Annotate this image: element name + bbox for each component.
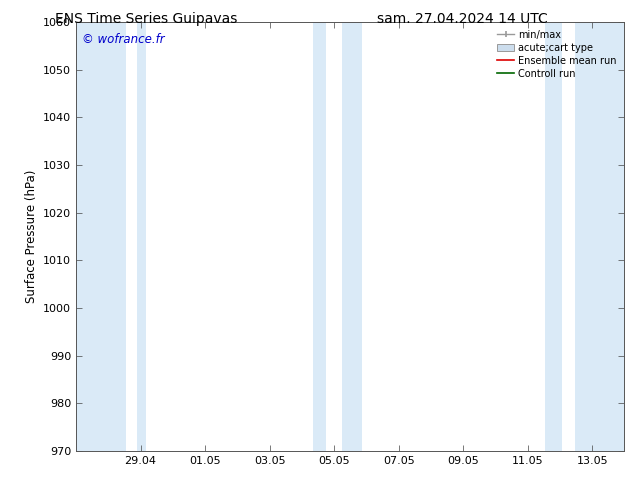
Bar (545, 22, 562, 451)
Text: ENS Time Series Guipavas: ENS Time Series Guipavas (55, 12, 237, 26)
Bar (137, 22, 146, 451)
Bar (342, 22, 361, 451)
Y-axis label: Surface Pressure (hPa): Surface Pressure (hPa) (25, 170, 37, 303)
Legend: min/max, acute;cart type, Ensemble mean run, Controll run: min/max, acute;cart type, Ensemble mean … (494, 27, 619, 81)
Text: sam. 27.04.2024 14 UTC: sam. 27.04.2024 14 UTC (377, 12, 548, 26)
Bar (576, 22, 624, 451)
Text: © wofrance.fr: © wofrance.fr (82, 33, 164, 46)
Bar (76, 22, 126, 451)
Bar (313, 22, 326, 451)
